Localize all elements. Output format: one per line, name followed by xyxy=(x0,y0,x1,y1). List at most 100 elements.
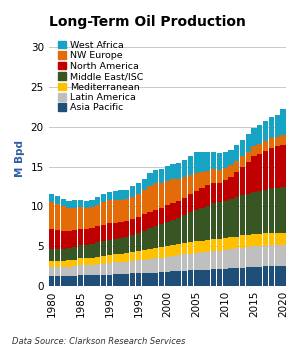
Bar xyxy=(275,245,280,266)
Bar xyxy=(49,276,54,286)
Bar xyxy=(171,179,176,203)
Bar xyxy=(72,200,77,208)
Bar xyxy=(66,261,72,267)
Bar xyxy=(205,185,210,206)
Bar xyxy=(188,254,193,270)
Bar xyxy=(84,258,89,265)
Bar xyxy=(89,275,95,286)
Bar xyxy=(66,230,72,248)
Bar xyxy=(136,251,141,260)
Bar xyxy=(228,176,234,199)
Bar xyxy=(240,248,245,267)
Bar xyxy=(280,145,285,187)
Bar xyxy=(113,262,118,274)
Bar xyxy=(165,246,170,257)
Bar xyxy=(251,128,257,146)
Bar xyxy=(263,151,268,190)
Bar xyxy=(113,222,118,239)
Bar xyxy=(275,233,280,245)
Bar xyxy=(240,267,245,286)
Bar xyxy=(171,164,176,179)
Bar xyxy=(171,220,176,245)
Bar xyxy=(176,201,181,218)
Bar xyxy=(222,269,228,286)
Bar xyxy=(101,241,106,256)
Bar xyxy=(275,146,280,188)
Bar xyxy=(199,253,205,270)
Bar xyxy=(147,228,152,249)
Bar xyxy=(199,172,205,188)
Bar xyxy=(228,165,234,176)
Bar xyxy=(61,267,66,276)
Bar xyxy=(61,206,66,230)
Bar xyxy=(171,203,176,220)
Bar xyxy=(211,251,216,269)
Bar xyxy=(101,264,106,275)
Bar xyxy=(194,210,199,241)
Bar xyxy=(107,200,112,224)
Bar xyxy=(205,270,210,286)
Bar xyxy=(182,198,187,215)
Bar xyxy=(228,249,234,268)
Bar xyxy=(55,249,60,261)
Bar xyxy=(211,269,216,286)
Bar xyxy=(251,234,257,246)
Bar xyxy=(176,244,181,255)
Bar xyxy=(199,188,205,208)
Bar xyxy=(84,229,89,245)
Bar xyxy=(142,260,147,273)
Bar xyxy=(234,237,239,248)
Bar xyxy=(118,200,124,222)
Bar xyxy=(217,269,222,286)
Bar xyxy=(101,225,106,241)
Bar xyxy=(153,273,158,286)
Bar xyxy=(182,177,187,198)
Bar xyxy=(72,230,77,247)
Bar xyxy=(280,187,285,233)
Bar xyxy=(217,182,222,202)
Bar xyxy=(205,152,210,171)
Bar xyxy=(159,272,164,286)
Bar xyxy=(217,202,222,239)
Bar xyxy=(66,208,72,230)
Bar xyxy=(61,199,66,206)
Bar xyxy=(159,208,164,224)
Bar xyxy=(66,201,72,208)
Bar xyxy=(136,182,141,194)
Bar xyxy=(159,247,164,257)
Bar xyxy=(130,186,135,197)
Bar xyxy=(101,194,106,202)
Bar xyxy=(246,194,251,235)
Bar xyxy=(263,266,268,286)
Bar xyxy=(101,275,106,286)
Bar xyxy=(107,240,112,255)
Bar xyxy=(217,153,222,170)
Bar xyxy=(176,255,181,271)
Bar xyxy=(95,205,101,226)
Bar xyxy=(182,160,187,177)
Bar xyxy=(263,141,268,151)
Bar xyxy=(199,152,205,172)
Bar xyxy=(142,273,147,286)
Bar xyxy=(275,115,280,137)
Bar xyxy=(136,194,141,217)
Bar xyxy=(95,197,101,205)
Bar xyxy=(153,226,158,248)
Bar xyxy=(263,190,268,233)
Bar xyxy=(78,207,83,229)
Bar xyxy=(118,274,124,286)
Bar xyxy=(153,248,158,258)
Bar xyxy=(188,242,193,254)
Bar xyxy=(211,182,216,203)
Bar xyxy=(269,117,274,138)
Bar xyxy=(84,265,89,275)
Bar xyxy=(124,274,129,286)
Bar xyxy=(147,173,152,186)
Bar xyxy=(269,188,274,233)
Bar xyxy=(153,258,158,273)
Bar xyxy=(159,169,164,182)
Bar xyxy=(222,250,228,269)
Bar xyxy=(222,180,228,201)
Bar xyxy=(113,191,118,200)
Bar xyxy=(257,154,262,191)
